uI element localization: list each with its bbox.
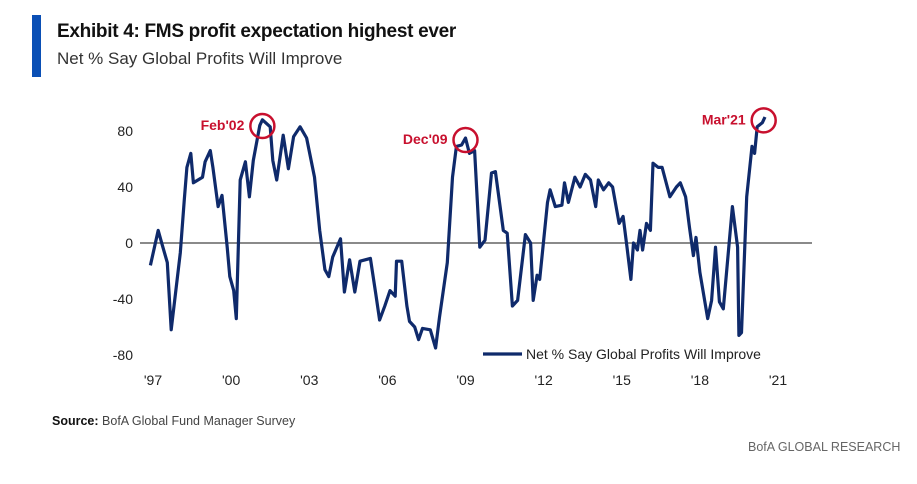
source-label: Source: (52, 414, 99, 428)
x-tick-label: '21 (769, 372, 787, 388)
x-tick-label: '15 (613, 372, 631, 388)
x-tick-label: '00 (222, 372, 240, 388)
x-tick-label: '09 (456, 372, 474, 388)
annotation-circle (452, 126, 479, 154)
y-tick-label: 80 (117, 123, 133, 139)
chart-subtitle: Net % Say Global Profits Will Improve (57, 49, 343, 68)
x-tick-label: '12 (535, 372, 553, 388)
brand-label: BofA GLOBAL RESEARCH (748, 440, 901, 454)
accent-bar (32, 15, 41, 77)
annotation-label: Feb'02 (201, 117, 245, 133)
annotation-circle (750, 107, 777, 134)
x-tick-label: '06 (378, 372, 396, 388)
annotation-circle (249, 112, 276, 140)
y-tick-label: 0 (125, 235, 133, 251)
source-text: BofA Global Fund Manager Survey (102, 414, 296, 428)
y-tick-label: -80 (113, 347, 133, 363)
y-tick-label: -40 (113, 291, 133, 307)
x-tick-label: '97 (144, 372, 162, 388)
annotation-label: Mar'21 (702, 111, 746, 127)
y-tick-label: 40 (117, 179, 133, 195)
series-line (148, 116, 767, 350)
chart-title: Exhibit 4: FMS profit expectation highes… (57, 21, 456, 42)
x-tick-label: '18 (691, 372, 709, 388)
legend-label: Net % Say Global Profits Will Improve (526, 346, 761, 362)
source-note: Source: BofA Global Fund Manager Survey (52, 414, 295, 428)
annotation-label: Dec'09 (403, 131, 448, 147)
x-tick-label: '03 (300, 372, 318, 388)
